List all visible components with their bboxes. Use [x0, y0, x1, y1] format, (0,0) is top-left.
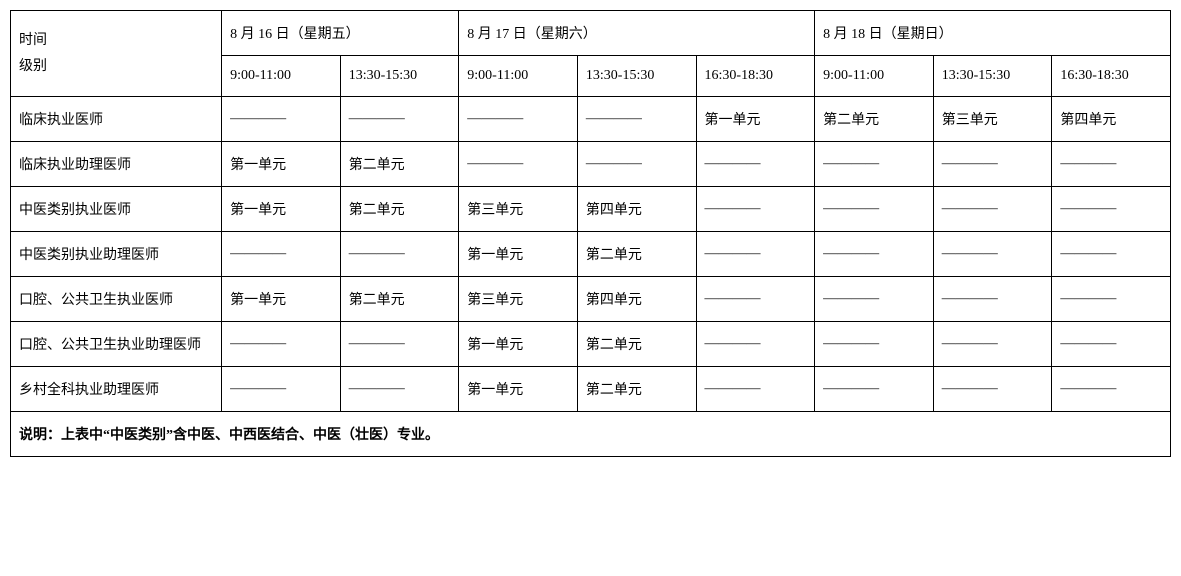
cell: ————	[933, 322, 1052, 367]
cell: ————	[815, 322, 934, 367]
table-row: 口腔、公共卫生执业助理医师————————第一单元第二单元———————————…	[11, 322, 1171, 367]
cell: 第一单元	[459, 232, 578, 277]
table-row: 中医类别执业医师第一单元第二单元第三单元第四单元————————————————	[11, 187, 1171, 232]
cell: ————	[933, 142, 1052, 187]
time-slot: 13:30-15:30	[933, 56, 1052, 97]
cell: 第一单元	[696, 97, 815, 142]
cell: 第二单元	[577, 367, 696, 412]
cell: 第三单元	[459, 277, 578, 322]
note-row: 说明：上表中“中医类别”含中医、中西医结合、中医（壮医）专业。	[11, 412, 1171, 457]
cell: 第二单元	[815, 97, 934, 142]
cell: ————	[459, 142, 578, 187]
cell: 第三单元	[459, 187, 578, 232]
cell: ————	[933, 232, 1052, 277]
cell: ————	[696, 277, 815, 322]
cell: ————	[222, 367, 341, 412]
cell: ————	[696, 322, 815, 367]
time-slot: 9:00-11:00	[815, 56, 934, 97]
row-header-line2: 级别	[19, 54, 213, 79]
row-label: 乡村全科执业助理医师	[11, 367, 222, 412]
cell: ————	[1052, 367, 1171, 412]
cell: ————	[222, 97, 341, 142]
cell: 第二单元	[340, 277, 459, 322]
cell: 第二单元	[577, 322, 696, 367]
row-label: 临床执业助理医师	[11, 142, 222, 187]
cell: ————	[696, 142, 815, 187]
cell: ————	[222, 232, 341, 277]
cell: 第一单元	[222, 142, 341, 187]
cell: ————	[696, 187, 815, 232]
time-slot: 13:30-15:30	[340, 56, 459, 97]
time-slot: 9:00-11:00	[222, 56, 341, 97]
time-slot: 16:30-18:30	[696, 56, 815, 97]
cell: ————	[696, 367, 815, 412]
day-header-1: 8 月 17 日（星期六）	[459, 11, 815, 56]
cell: 第二单元	[340, 142, 459, 187]
cell: ————	[459, 97, 578, 142]
cell: ————	[340, 97, 459, 142]
table-row: 中医类别执业助理医师————————第一单元第二单元——————————————…	[11, 232, 1171, 277]
cell: ————	[340, 322, 459, 367]
table-row: 临床执业助理医师第一单元第二单元————————————————————————	[11, 142, 1171, 187]
cell: ————	[933, 187, 1052, 232]
table-row: 乡村全科执业助理医师————————第一单元第二单元——————————————…	[11, 367, 1171, 412]
cell: ————	[815, 277, 934, 322]
cell: 第四单元	[1052, 97, 1171, 142]
cell: ————	[340, 367, 459, 412]
cell: ————	[933, 367, 1052, 412]
cell: ————	[1052, 322, 1171, 367]
cell: 第四单元	[577, 277, 696, 322]
cell: ————	[696, 232, 815, 277]
cell: ————	[815, 367, 934, 412]
cell: 第四单元	[577, 187, 696, 232]
note-cell: 说明：上表中“中医类别”含中医、中西医结合、中医（壮医）专业。	[11, 412, 1171, 457]
time-slot: 13:30-15:30	[577, 56, 696, 97]
cell: ————	[933, 277, 1052, 322]
cell: ————	[577, 97, 696, 142]
table-row: 临床执业医师————————————————第一单元第二单元第三单元第四单元	[11, 97, 1171, 142]
table-row: 口腔、公共卫生执业医师第一单元第二单元第三单元第四单元—————————————…	[11, 277, 1171, 322]
row-header-line1: 时间	[19, 28, 213, 53]
cell: 第一单元	[459, 322, 578, 367]
cell: ————	[1052, 232, 1171, 277]
row-label: 口腔、公共卫生执业助理医师	[11, 322, 222, 367]
table-body: 临床执业医师————————————————第一单元第二单元第三单元第四单元临床…	[11, 97, 1171, 412]
header-row-days: 时间 级别 8 月 16 日（星期五） 8 月 17 日（星期六） 8 月 18…	[11, 11, 1171, 56]
cell: 第二单元	[577, 232, 696, 277]
row-label: 口腔、公共卫生执业医师	[11, 277, 222, 322]
cell: ————	[222, 322, 341, 367]
cell: ————	[815, 142, 934, 187]
cell: ————	[1052, 187, 1171, 232]
cell: 第一单元	[459, 367, 578, 412]
time-slot: 16:30-18:30	[1052, 56, 1171, 97]
cell: ————	[1052, 277, 1171, 322]
cell: 第一单元	[222, 277, 341, 322]
cell: 第二单元	[340, 187, 459, 232]
row-header-label: 时间 级别	[11, 11, 222, 97]
day-header-0: 8 月 16 日（星期五）	[222, 11, 459, 56]
cell: ————	[815, 232, 934, 277]
time-slot: 9:00-11:00	[459, 56, 578, 97]
cell: ————	[340, 232, 459, 277]
cell: ————	[1052, 142, 1171, 187]
day-header-2: 8 月 18 日（星期日）	[815, 11, 1171, 56]
row-label: 中医类别执业医师	[11, 187, 222, 232]
schedule-table: 时间 级别 8 月 16 日（星期五） 8 月 17 日（星期六） 8 月 18…	[10, 10, 1171, 457]
row-label: 中医类别执业助理医师	[11, 232, 222, 277]
cell: 第一单元	[222, 187, 341, 232]
cell: 第三单元	[933, 97, 1052, 142]
row-label: 临床执业医师	[11, 97, 222, 142]
cell: ————	[577, 142, 696, 187]
cell: ————	[815, 187, 934, 232]
